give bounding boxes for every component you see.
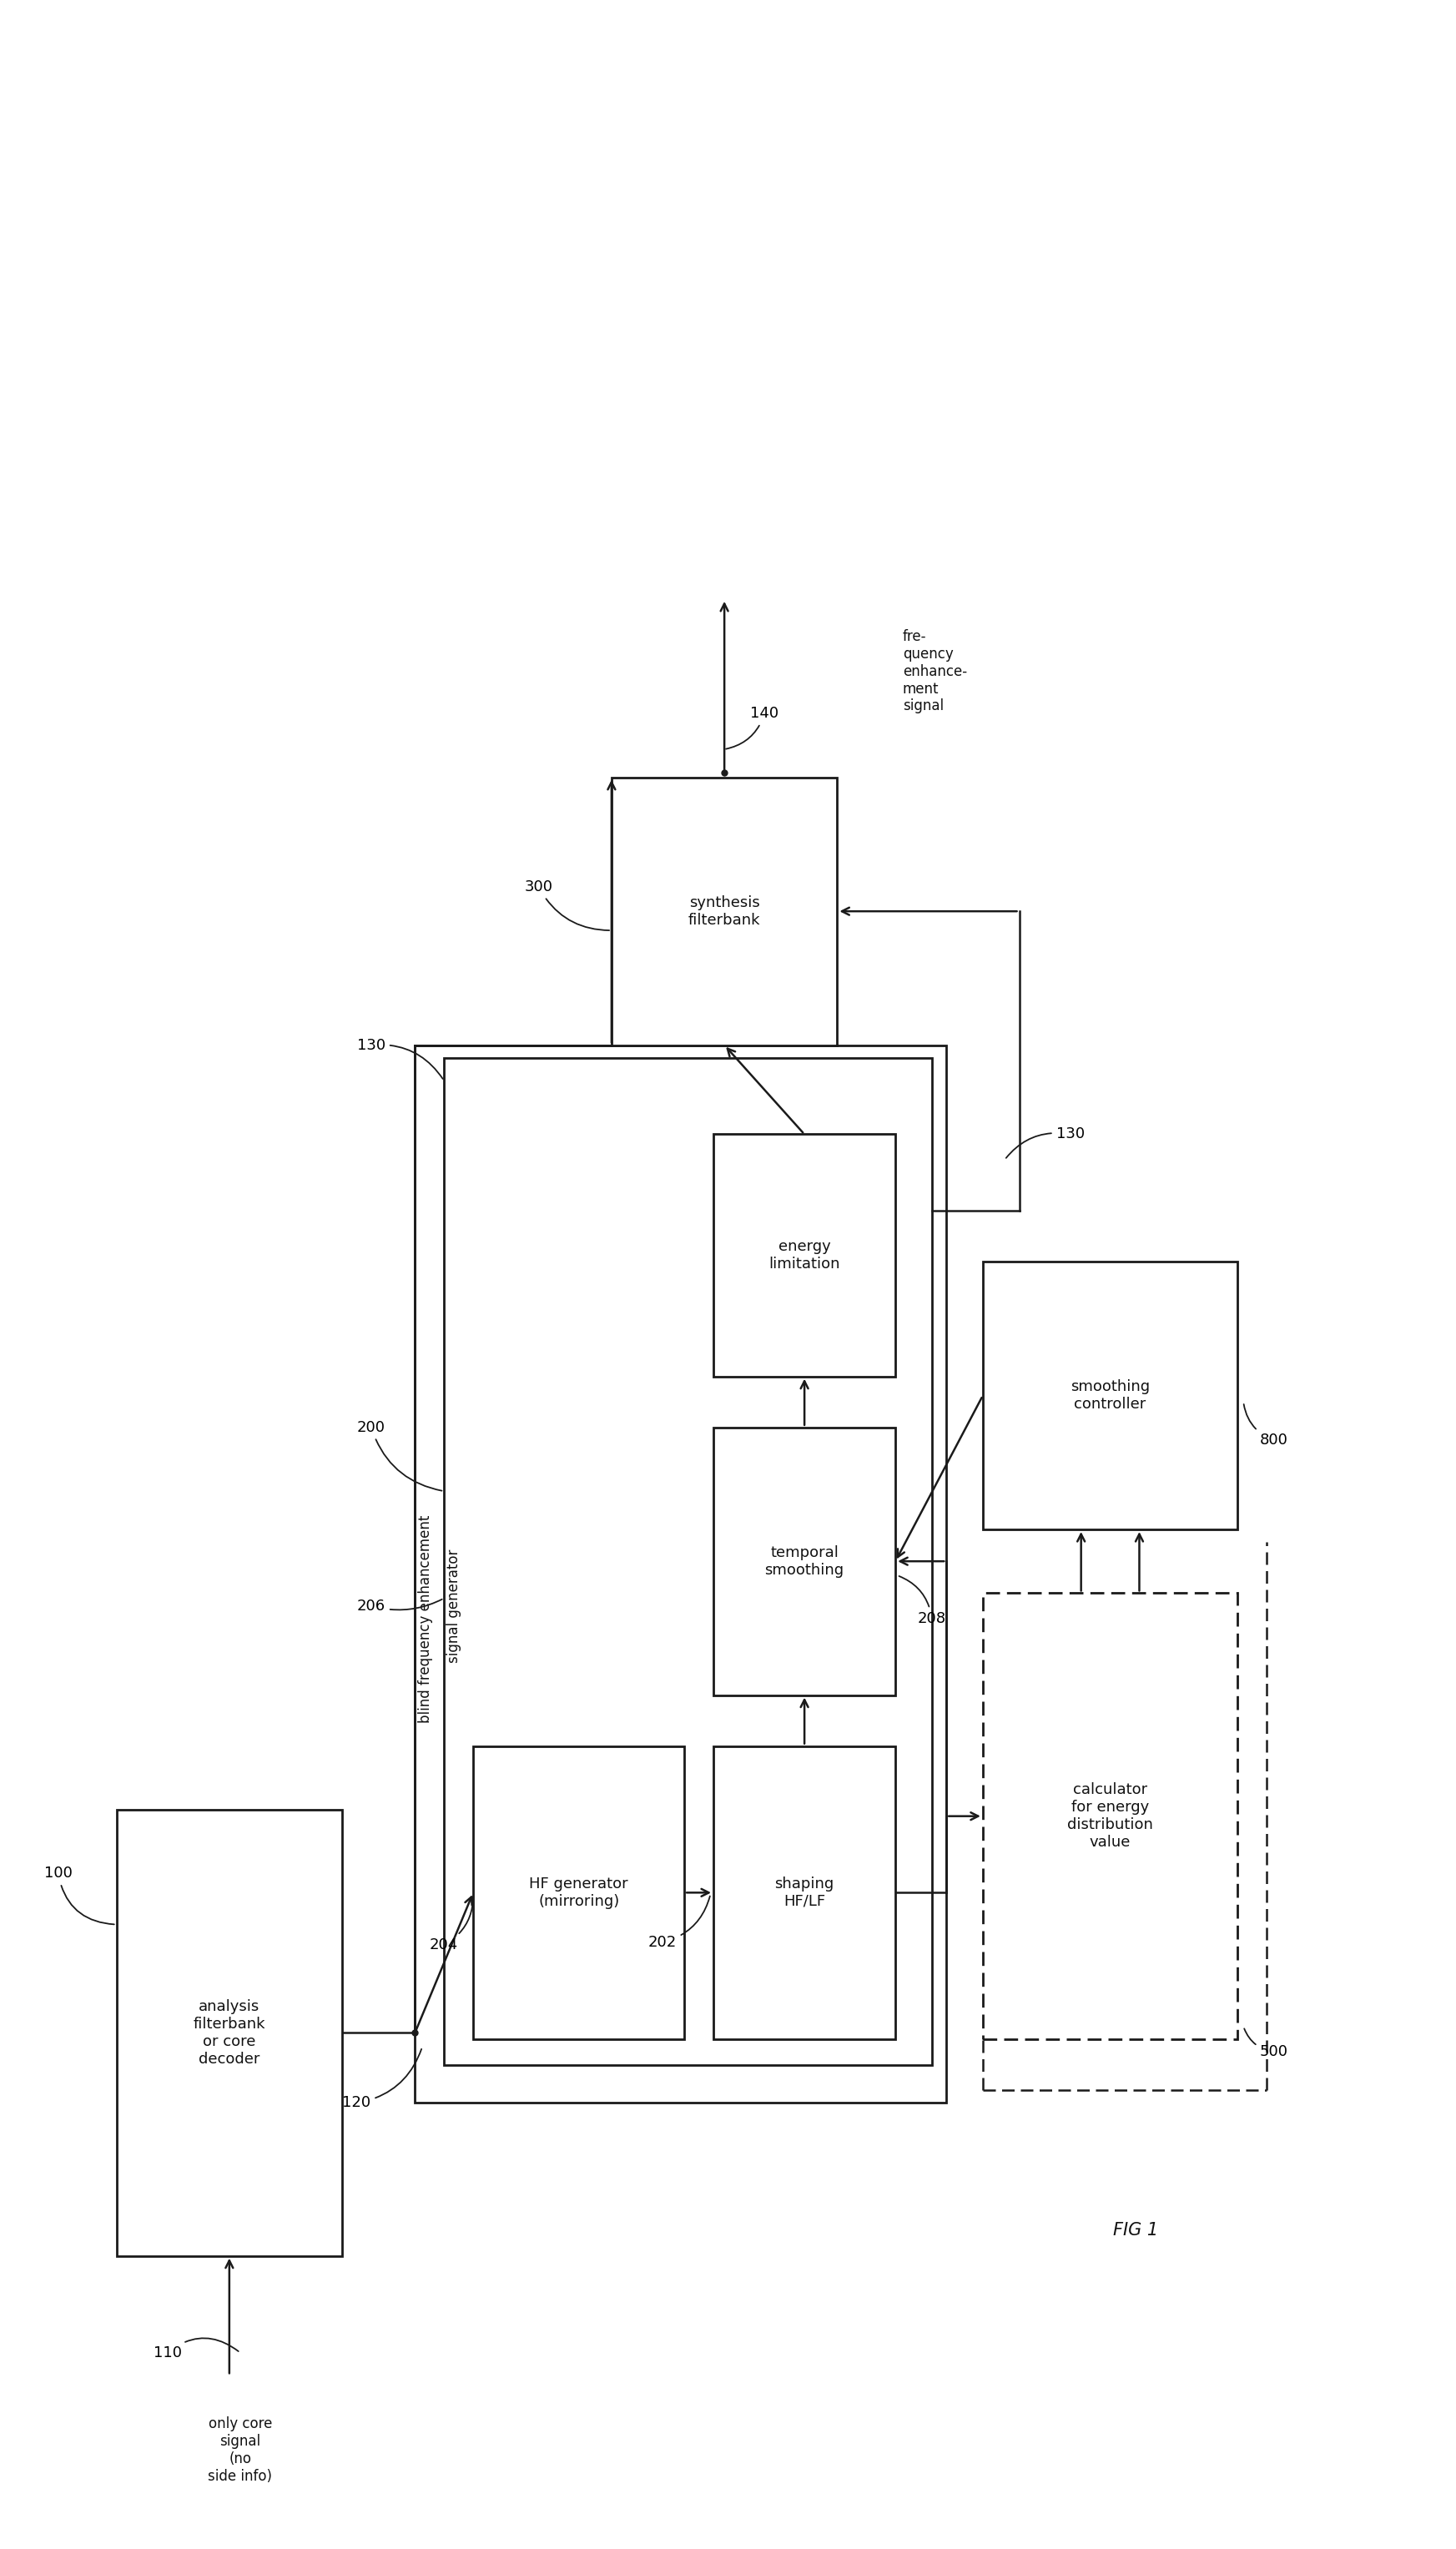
Text: HF generator
(mirroring): HF generator (mirroring): [530, 1876, 628, 1909]
Text: 202: 202: [648, 1896, 711, 1950]
Text: 300: 300: [524, 879, 609, 930]
Text: only core
signal
(no
side info): only core signal (no side info): [208, 2416, 272, 2483]
Text: synthesis
filterbank: synthesis filterbank: [689, 895, 760, 928]
Text: fre-
quency
enhance-
ment
signal: fre- quency enhance- ment signal: [903, 630, 967, 714]
Text: blind frequency enhancement: blind frequency enhancement: [418, 1514, 432, 1723]
Text: 130: 130: [1006, 1127, 1085, 1157]
Text: 204: 204: [430, 1896, 473, 1953]
Text: signal generator: signal generator: [447, 1550, 462, 1662]
Text: 800: 800: [1243, 1404, 1289, 1448]
FancyBboxPatch shape: [473, 1746, 684, 2039]
Text: smoothing
controller: smoothing controller: [1070, 1379, 1150, 1412]
Text: 100: 100: [44, 1866, 114, 1924]
Text: 110: 110: [153, 2337, 239, 2360]
Text: calculator
for energy
distribution
value: calculator for energy distribution value: [1067, 1782, 1153, 1851]
Text: FIG 1: FIG 1: [1112, 2223, 1159, 2238]
FancyBboxPatch shape: [116, 1810, 342, 2256]
Text: 206: 206: [357, 1598, 443, 1614]
Text: temporal
smoothing: temporal smoothing: [764, 1545, 844, 1578]
Text: 208: 208: [898, 1575, 946, 1626]
FancyBboxPatch shape: [612, 777, 837, 1045]
Text: 140: 140: [727, 706, 779, 749]
FancyBboxPatch shape: [713, 1746, 895, 2039]
Text: energy
limitation: energy limitation: [769, 1239, 840, 1272]
Text: 130: 130: [357, 1037, 443, 1078]
FancyBboxPatch shape: [713, 1134, 895, 1376]
Text: shaping
HF/LF: shaping HF/LF: [775, 1876, 834, 1909]
Text: 120: 120: [342, 2049, 421, 2111]
Text: 500: 500: [1245, 2029, 1289, 2060]
Text: 200: 200: [357, 1420, 441, 1491]
FancyBboxPatch shape: [983, 1593, 1238, 2039]
FancyBboxPatch shape: [983, 1262, 1238, 1529]
FancyBboxPatch shape: [713, 1427, 895, 1695]
Text: analysis
filterbank
or core
decoder: analysis filterbank or core decoder: [194, 1998, 265, 2067]
